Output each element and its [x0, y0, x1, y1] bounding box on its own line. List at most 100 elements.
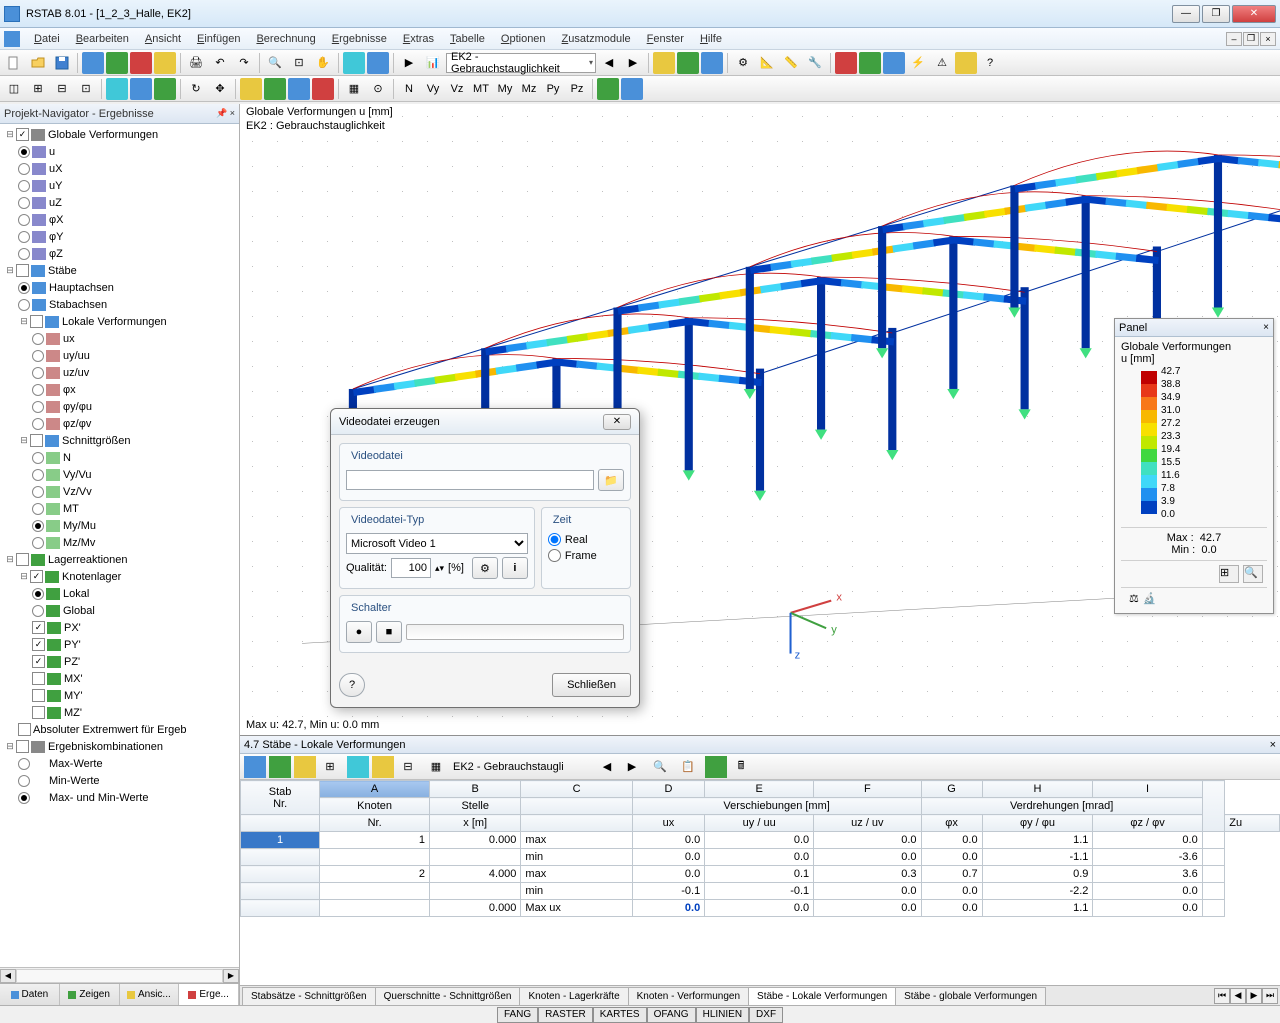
time-frame-radio[interactable]	[548, 549, 561, 562]
tree-item[interactable]: Stabachsen	[2, 296, 237, 313]
nav-tab-3[interactable]: Erge...	[179, 984, 239, 1005]
maximize-button[interactable]: ❐	[1202, 5, 1230, 23]
zoom-fit-icon[interactable]: ⊡	[288, 52, 310, 74]
status-ofang[interactable]: OFANG	[647, 1007, 696, 1023]
tree-item[interactable]: PY'	[2, 636, 237, 653]
tree-item[interactable]: Max- und Min-Werte	[2, 789, 237, 806]
menu-ergebnisse[interactable]: Ergebnisse	[324, 31, 395, 47]
move-icon[interactable]: ✥	[209, 78, 231, 100]
tree-item[interactable]: φX	[2, 211, 237, 228]
status-raster[interactable]: RASTER	[538, 1007, 593, 1023]
mdi-restore[interactable]: ❐	[1243, 32, 1259, 46]
dialog-help-button[interactable]: ?	[339, 673, 365, 697]
result-tab[interactable]: Stabsätze - Schnittgrößen	[242, 987, 376, 1005]
videotype-select[interactable]: Microsoft Video 1	[346, 533, 528, 554]
tool-icon[interactable]: ⚠	[931, 52, 953, 74]
rotate-icon[interactable]: ↻	[185, 78, 207, 100]
minimize-button[interactable]: —	[1172, 5, 1200, 23]
record-button[interactable]: ●	[346, 621, 372, 643]
nav-tab-2[interactable]: Ansic...	[120, 984, 180, 1005]
tool-icon[interactable]: Pz	[566, 78, 588, 100]
menu-zusatzmodule[interactable]: Zusatzmodule	[554, 31, 639, 47]
tool-icon[interactable]	[597, 78, 619, 100]
menu-bearbeiten[interactable]: Bearbeiten	[68, 31, 137, 47]
menu-berechnung[interactable]: Berechnung	[248, 31, 323, 47]
navigator-tree[interactable]: ⊟Globale VerformungenuuXuYuZφXφYφZ⊟Stäbe…	[0, 124, 239, 967]
calc-icon[interactable]: 🖩	[730, 756, 752, 778]
tree-item[interactable]: uZ	[2, 194, 237, 211]
tool-icon[interactable]	[835, 52, 857, 74]
view3d-icon[interactable]: ◫	[3, 78, 25, 100]
menu-fenster[interactable]: Fenster	[639, 31, 692, 47]
pin-icon[interactable]: 📌 ×	[216, 108, 235, 119]
tree-item[interactable]: uY	[2, 177, 237, 194]
tree-item[interactable]: MZ'	[2, 704, 237, 721]
snap-icon[interactable]: ⊙	[367, 78, 389, 100]
tree-item[interactable]: Hauptachsen	[2, 279, 237, 296]
tree-item[interactable]: PX'	[2, 619, 237, 636]
tree-item[interactable]: ⊟Globale Verformungen	[2, 126, 237, 143]
tree-item[interactable]: ⊟Stäbe	[2, 262, 237, 279]
tool-icon[interactable]	[106, 52, 128, 74]
mdi-minimize[interactable]: –	[1226, 32, 1242, 46]
tool-icon[interactable]	[294, 756, 316, 778]
tool-icon[interactable]	[701, 52, 723, 74]
tree-item[interactable]: φx	[2, 381, 237, 398]
help-icon[interactable]: ?	[979, 52, 1001, 74]
tool-icon[interactable]	[312, 78, 334, 100]
status-dxf[interactable]: DXF	[749, 1007, 783, 1023]
view-icon[interactable]	[367, 52, 389, 74]
tree-item[interactable]: Global	[2, 602, 237, 619]
tool-icon[interactable]	[244, 756, 266, 778]
dialog-titlebar[interactable]: Videodatei erzeugen ✕	[331, 409, 639, 435]
new-icon[interactable]	[3, 52, 25, 74]
tool-icon[interactable]: N	[398, 78, 420, 100]
next-icon[interactable]: ▶	[621, 756, 643, 778]
tool-icon[interactable]: 📏	[780, 52, 802, 74]
info-button[interactable]: i	[502, 557, 528, 579]
close-button[interactable]: ✕	[1232, 5, 1276, 23]
tool-icon[interactable]	[106, 78, 128, 100]
results-icon[interactable]: 📊	[422, 52, 444, 74]
tool-icon[interactable]: ⊟	[397, 756, 419, 778]
redo-icon[interactable]: ↷	[233, 52, 255, 74]
menu-tabelle[interactable]: Tabelle	[442, 31, 493, 47]
status-hlinien[interactable]: HLINIEN	[696, 1007, 749, 1023]
tool-icon[interactable]: 📐	[756, 52, 778, 74]
tree-item[interactable]: uX	[2, 160, 237, 177]
tool-icon[interactable]: Vz	[446, 78, 468, 100]
loadcase-combo[interactable]: EK2 - Gebrauchstauglichkeit	[446, 53, 596, 73]
tool-icon[interactable]: MT	[470, 78, 492, 100]
nav-tab-1[interactable]: Zeigen	[60, 984, 120, 1005]
result-tab[interactable]: Querschnitte - Schnittgrößen	[375, 987, 521, 1005]
tree-item[interactable]: My/Mu	[2, 517, 237, 534]
tree-item[interactable]: ux	[2, 330, 237, 347]
table-close-icon[interactable]: ×	[1270, 739, 1276, 751]
tool-icon[interactable]: ⚙	[732, 52, 754, 74]
tree-item[interactable]: MY'	[2, 687, 237, 704]
tool-icon[interactable]: 🔧	[804, 52, 826, 74]
results-grid[interactable]: StabNr.ABCDEFGHIKnotenStelleVerschiebung…	[240, 780, 1280, 985]
pan-icon[interactable]: ✋	[312, 52, 334, 74]
tree-item[interactable]: uz/uv	[2, 364, 237, 381]
result-tab[interactable]: Knoten - Verformungen	[628, 987, 749, 1005]
panel-btn[interactable]: 🔬	[1143, 592, 1157, 605]
status-kartes[interactable]: KARTES	[593, 1007, 647, 1023]
nav-tab-0[interactable]: Daten	[0, 984, 60, 1005]
tool-icon[interactable]	[955, 52, 977, 74]
tool-icon[interactable]	[154, 78, 176, 100]
panel-search-icon[interactable]: 🔍	[1243, 565, 1263, 583]
tool-icon[interactable]	[347, 756, 369, 778]
tree-item[interactable]: N	[2, 449, 237, 466]
tool-icon[interactable]	[677, 52, 699, 74]
tree-item[interactable]: MT	[2, 500, 237, 517]
zoom-icon[interactable]: 🔍	[264, 52, 286, 74]
result-tab[interactable]: Knoten - Lagerkräfte	[519, 987, 628, 1005]
tool-icon[interactable]	[883, 52, 905, 74]
tool-icon[interactable]	[82, 52, 104, 74]
menu-datei[interactable]: Datei	[26, 31, 68, 47]
view-icon[interactable]	[343, 52, 365, 74]
videofile-input[interactable]	[346, 470, 594, 490]
tree-hscroll[interactable]: ◀▶	[0, 967, 239, 983]
time-real-radio[interactable]	[548, 533, 561, 546]
